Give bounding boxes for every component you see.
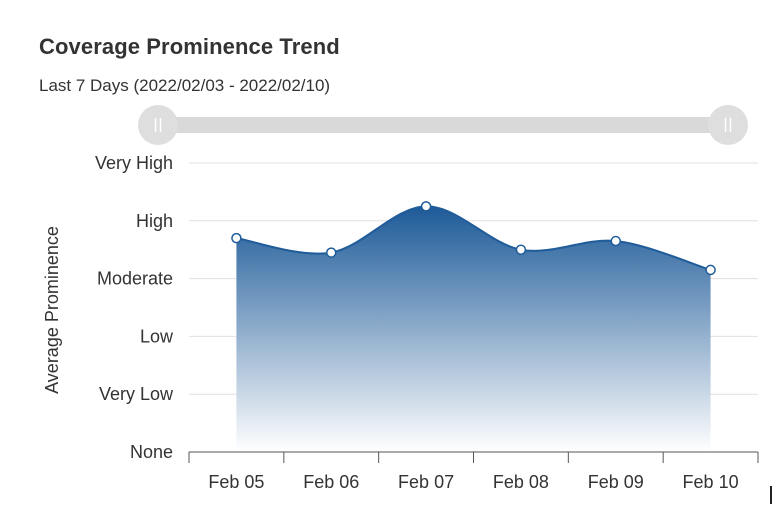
x-tick-label: Feb 09	[588, 472, 644, 492]
grip-icon	[154, 118, 162, 132]
x-axis: Feb 05 Feb 06 Feb 07 Feb 08 Feb 09 Feb 10	[188, 451, 759, 492]
data-point[interactable]	[231, 232, 242, 244]
x-tick-label: Feb 05	[208, 472, 264, 492]
data-point[interactable]	[610, 235, 621, 247]
y-tick-label: Low	[140, 326, 174, 346]
slider-handle-right[interactable]	[708, 105, 748, 145]
x-tick-label: Feb 10	[683, 472, 739, 492]
chart-subtitle: Last 7 Days (2022/02/03 - 2022/02/10)	[39, 76, 331, 95]
y-tick-label: High	[136, 211, 173, 231]
data-point[interactable]	[420, 201, 432, 212]
y-tick-label: Very High	[95, 153, 173, 173]
x-tick-label: Feb 08	[493, 472, 549, 492]
data-point[interactable]	[705, 264, 716, 276]
y-tick-labels: None Very Low Low Moderate High Very High	[95, 153, 174, 462]
data-point[interactable]	[515, 244, 527, 255]
points-layer	[231, 201, 716, 276]
x-tick-label: Feb 06	[303, 472, 359, 492]
x-tick-label: Feb 07	[398, 472, 454, 492]
y-tick-label: None	[130, 442, 173, 462]
y-tick-label: Moderate	[97, 269, 173, 289]
data-point[interactable]	[326, 247, 337, 258]
grip-icon	[724, 118, 732, 132]
area-fill	[236, 206, 711, 452]
area-layer	[236, 206, 711, 452]
slider-handle-left[interactable]	[138, 105, 178, 145]
chart-title: Coverage Prominence Trend	[39, 34, 340, 59]
y-axis-title: Average Prominence	[42, 226, 62, 394]
cursor-icon	[770, 486, 772, 504]
slider-track[interactable]	[158, 117, 728, 133]
y-tick-label: Very Low	[99, 384, 174, 404]
range-slider[interactable]	[138, 105, 748, 145]
